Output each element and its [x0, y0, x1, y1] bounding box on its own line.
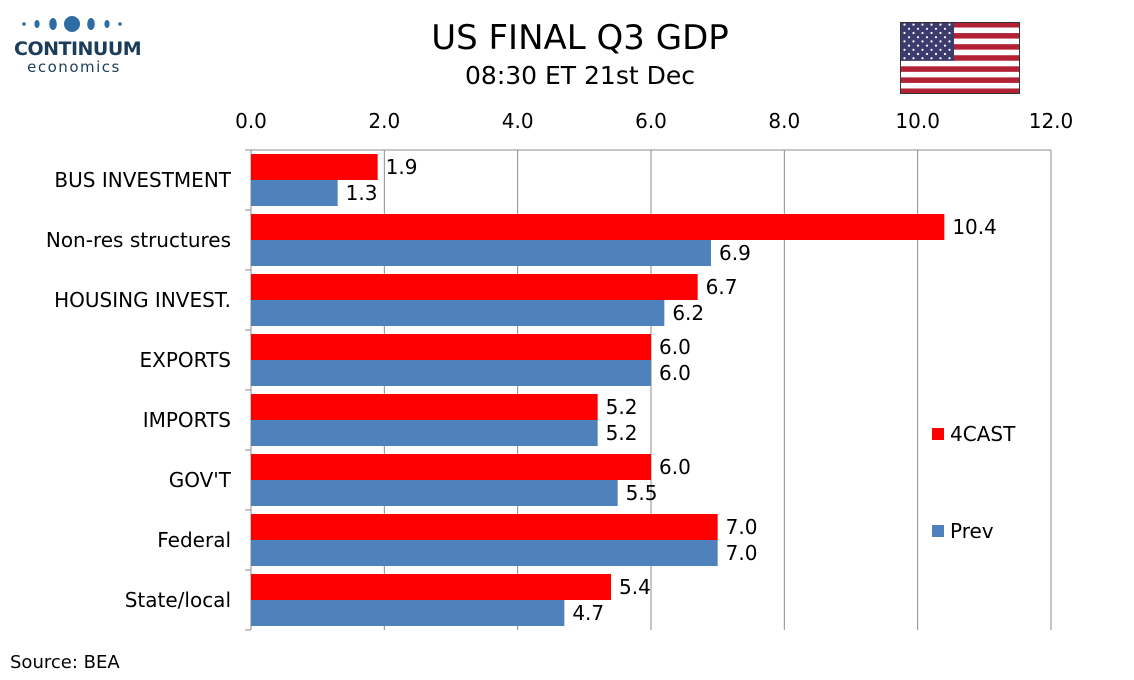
logo-subtext: economics — [27, 58, 121, 76]
data-label: 5.4 — [619, 575, 651, 599]
bar-forecast — [251, 154, 378, 180]
data-label: 6.2 — [672, 301, 704, 325]
bar-prev — [251, 180, 338, 206]
logo-wordmark: CONTINUUM — [14, 38, 142, 60]
x-tick-label: 2.0 — [368, 109, 400, 133]
data-label: 4.7 — [572, 601, 604, 625]
x-tick-label: 10.0 — [895, 109, 940, 133]
x-tick-label: 8.0 — [768, 109, 800, 133]
bar-forecast — [251, 454, 651, 480]
data-label: 6.7 — [706, 275, 738, 299]
category-label: Non-res structures — [46, 228, 231, 252]
category-label: IMPORTS — [143, 408, 231, 432]
category-label: GOV'T — [169, 468, 232, 492]
legend-label: Prev — [950, 519, 994, 543]
legend-swatch — [932, 428, 944, 440]
chart-subtitle: 08:30 ET 21st Dec — [465, 61, 695, 90]
bar-forecast — [251, 574, 611, 600]
source-note: Source: BEA — [10, 652, 120, 673]
x-tick-label: 12.0 — [1029, 109, 1074, 133]
bar-prev — [251, 420, 598, 446]
data-label: 7.0 — [726, 515, 758, 539]
logo-dots-icon — [22, 16, 122, 32]
x-tick-label: 0.0 — [235, 109, 267, 133]
bar-prev — [251, 480, 618, 506]
category-label: EXPORTS — [140, 348, 232, 372]
continuum-economics-logo: CONTINUUM economics — [14, 14, 142, 78]
x-tick-label: 6.0 — [635, 109, 667, 133]
data-label: 1.9 — [386, 155, 418, 179]
data-label: 5.2 — [606, 395, 638, 419]
bar-forecast — [251, 214, 945, 240]
bar-forecast — [251, 274, 698, 300]
data-label: 5.5 — [626, 481, 658, 505]
bar-forecast — [251, 514, 718, 540]
data-label: 7.0 — [726, 541, 758, 565]
bar-forecast — [251, 334, 651, 360]
data-label: 6.0 — [659, 335, 691, 359]
data-label: 1.3 — [346, 181, 378, 205]
data-label: 6.9 — [719, 241, 751, 265]
bar-prev — [251, 300, 665, 326]
x-tick-label: 4.0 — [502, 109, 534, 133]
bar-prev — [251, 540, 718, 566]
category-label: State/local — [125, 588, 231, 612]
category-label: HOUSING INVEST. — [54, 288, 231, 312]
bar-prev — [251, 360, 651, 386]
legend-label: 4CAST — [950, 422, 1016, 446]
data-label: 6.0 — [659, 361, 691, 385]
chart-title: US FINAL Q3 GDP — [431, 18, 729, 58]
legend-swatch — [932, 525, 944, 537]
data-label: 6.0 — [659, 455, 691, 479]
category-label: BUS INVESTMENT — [54, 168, 231, 192]
us-flag-icon — [900, 22, 1020, 94]
data-label: 10.4 — [952, 215, 997, 239]
bar-forecast — [251, 394, 598, 420]
bar-prev — [251, 240, 711, 266]
bar-prev — [251, 600, 565, 626]
data-label: 5.2 — [606, 421, 638, 445]
category-label: Federal — [157, 528, 231, 552]
